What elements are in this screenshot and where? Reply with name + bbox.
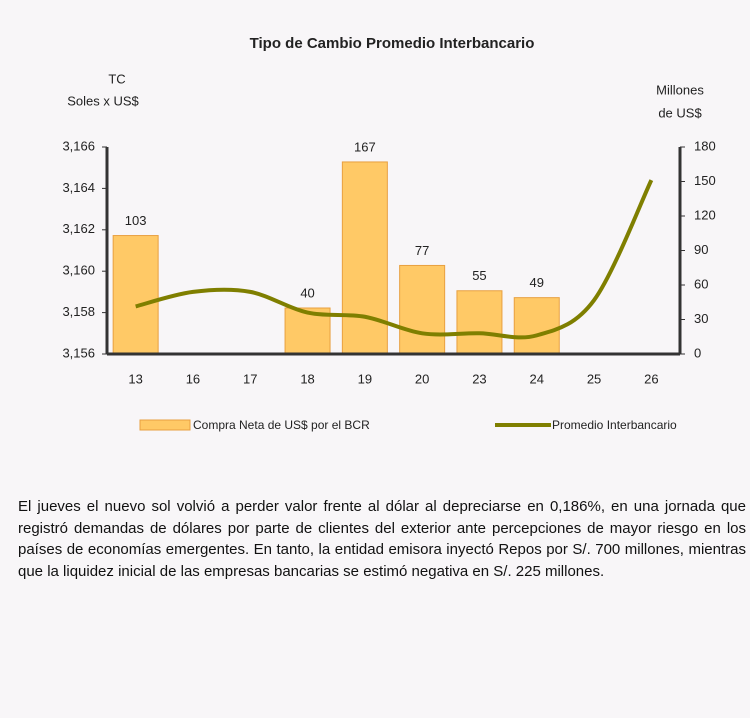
data-label: 40 (300, 285, 314, 300)
legend-label: Compra Neta de US$ por el BCR (193, 418, 370, 432)
y2-tick-label: 180 (694, 138, 716, 153)
y-axis-label: Soles x US$ (67, 93, 139, 108)
data-label: 167 (354, 139, 376, 154)
bar (399, 264, 446, 355)
y2-tick-label: 150 (694, 173, 716, 188)
y2-axis-label: de US$ (658, 105, 702, 120)
y-tick-label: 3,166 (62, 138, 95, 153)
bar (112, 235, 159, 355)
x-tick-label: 18 (300, 371, 314, 386)
y2-tick-label: 120 (694, 207, 716, 222)
paragraph: El jueves el nuevo sol volvió a perder v… (18, 498, 746, 580)
y-tick-label: 3,162 (62, 221, 95, 236)
x-tick-label: 19 (358, 371, 372, 386)
y2-axis-label: Millones (656, 82, 704, 97)
y2-tick-label: 90 (694, 242, 708, 257)
y-tick-label: 3,164 (62, 180, 95, 195)
x-tick-label: 13 (128, 371, 142, 386)
y-tick-label: 3,156 (62, 345, 95, 360)
chart-title: Tipo de Cambio Promedio Interbancario (250, 35, 535, 52)
y-tick-label: 3,160 (62, 263, 95, 278)
line (135, 179, 654, 340)
x-tick-label: 20 (415, 371, 429, 386)
x-tick-label: 25 (587, 371, 601, 386)
x-tick-label: 16 (186, 371, 200, 386)
x-tick-label: 23 (472, 371, 486, 386)
data-label: 77 (415, 243, 429, 258)
chart: Tipo de Cambio Promedio Interbancario TC… (62, 35, 716, 432)
legend-label: Promedio Interbancario (552, 418, 677, 432)
bar (456, 290, 503, 355)
y-axis-label: TC (108, 71, 125, 86)
bar (341, 161, 388, 355)
y2-tick-label: 0 (694, 345, 701, 360)
y-tick-label: 3,158 (62, 304, 95, 319)
data-label: 55 (472, 268, 486, 283)
x-tick-label: 26 (644, 371, 658, 386)
x-tick-label: 17 (243, 371, 257, 386)
y2-tick-label: 30 (694, 311, 708, 326)
data-label: 49 (530, 275, 544, 290)
legend-swatch (139, 419, 191, 431)
y2-tick-label: 60 (694, 276, 708, 291)
x-tick-label: 24 (530, 371, 544, 386)
data-label: 103 (125, 213, 147, 228)
bar (513, 297, 560, 355)
